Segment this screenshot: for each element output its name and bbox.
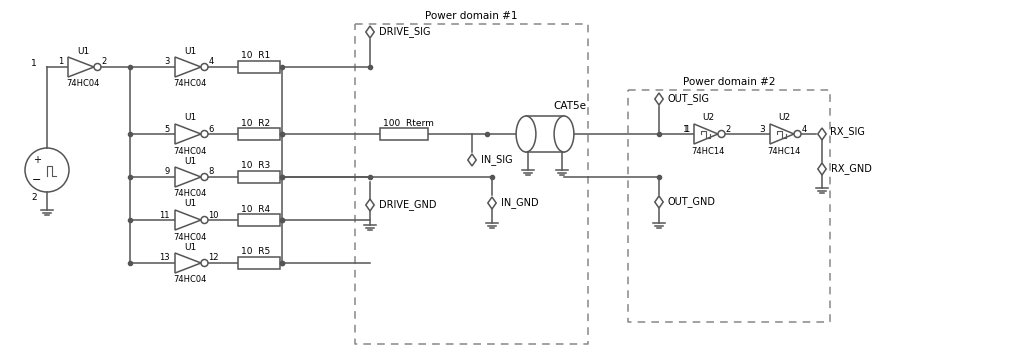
Circle shape [201, 260, 208, 266]
Text: U1: U1 [184, 243, 197, 252]
Text: 9: 9 [165, 168, 170, 177]
Text: OUT_GND: OUT_GND [668, 197, 716, 207]
Circle shape [201, 216, 208, 223]
Polygon shape [68, 57, 94, 77]
Polygon shape [175, 210, 201, 230]
Text: 11: 11 [160, 210, 170, 219]
Text: U1: U1 [184, 114, 197, 122]
Text: +: + [33, 155, 41, 165]
Circle shape [201, 130, 208, 138]
Text: 74HC14: 74HC14 [691, 147, 725, 156]
Polygon shape [175, 124, 201, 144]
Text: 10  R4: 10 R4 [241, 205, 270, 214]
Text: 74HC04: 74HC04 [173, 275, 207, 285]
Text: 1: 1 [31, 59, 37, 67]
Ellipse shape [554, 116, 573, 152]
Text: U2: U2 [778, 114, 791, 122]
Polygon shape [694, 124, 718, 144]
Text: IN_GND: IN_GND [501, 198, 539, 209]
Circle shape [201, 173, 208, 181]
Text: RX_SIG: RX_SIG [830, 127, 865, 138]
Polygon shape [770, 124, 794, 144]
Bar [238, 214, 280, 226]
Bar [238, 171, 280, 183]
Bar [238, 61, 280, 73]
Text: RX_GND: RX_GND [831, 164, 871, 174]
Text: 2: 2 [725, 125, 731, 134]
Text: 74HC04: 74HC04 [67, 80, 99, 88]
Text: 10: 10 [209, 210, 219, 219]
Text: CAT5e: CAT5e [554, 101, 587, 111]
Circle shape [794, 130, 801, 138]
Text: DRIVE_GND: DRIVE_GND [379, 199, 436, 210]
Ellipse shape [516, 116, 536, 152]
Text: 1: 1 [57, 58, 63, 67]
Text: U1: U1 [77, 46, 89, 55]
Text: Power domain #2: Power domain #2 [683, 77, 775, 87]
Text: 10  R5: 10 R5 [241, 248, 270, 257]
Bar [238, 128, 280, 140]
Text: U1: U1 [184, 46, 197, 55]
Text: 4: 4 [209, 58, 214, 67]
Bar [238, 257, 280, 269]
Text: 10  R2: 10 R2 [241, 118, 270, 127]
Circle shape [718, 130, 725, 138]
Text: DRIVE_SIG: DRIVE_SIG [379, 26, 430, 37]
Text: 8: 8 [209, 168, 214, 177]
Polygon shape [175, 253, 201, 273]
Text: 100  Rterm: 100 Rterm [383, 118, 434, 127]
Text: IN_SIG: IN_SIG [481, 155, 513, 165]
Text: 74HC04: 74HC04 [173, 189, 207, 198]
Polygon shape [175, 167, 201, 187]
Text: 12: 12 [209, 253, 219, 262]
Text: 4: 4 [802, 125, 807, 134]
Text: 6: 6 [209, 125, 214, 134]
Text: −: − [33, 175, 42, 185]
Text: 3: 3 [759, 125, 765, 134]
Text: U2: U2 [701, 114, 714, 122]
Text: 10  R3: 10 R3 [241, 161, 270, 171]
Bar [380, 128, 428, 140]
Text: U1: U1 [184, 156, 197, 165]
Text: 74HC04: 74HC04 [173, 232, 207, 241]
Text: 74HC14: 74HC14 [767, 147, 801, 156]
Circle shape [201, 63, 208, 71]
Text: 3: 3 [165, 58, 170, 67]
Text: 1: 1 [684, 125, 689, 134]
Text: 10  R1: 10 R1 [241, 51, 270, 60]
Text: 74HC04: 74HC04 [173, 80, 207, 88]
Text: 5: 5 [165, 125, 170, 134]
Text: 74HC04: 74HC04 [173, 147, 207, 156]
Text: 2: 2 [31, 193, 37, 202]
Text: U1: U1 [184, 199, 197, 209]
Text: OUT_SIG: OUT_SIG [668, 93, 710, 105]
Text: 13: 13 [160, 253, 170, 262]
Polygon shape [175, 57, 201, 77]
Circle shape [94, 63, 101, 71]
Text: 2: 2 [101, 58, 106, 67]
Text: Power domain #1: Power domain #1 [425, 11, 518, 21]
Text: 1: 1 [683, 125, 689, 134]
